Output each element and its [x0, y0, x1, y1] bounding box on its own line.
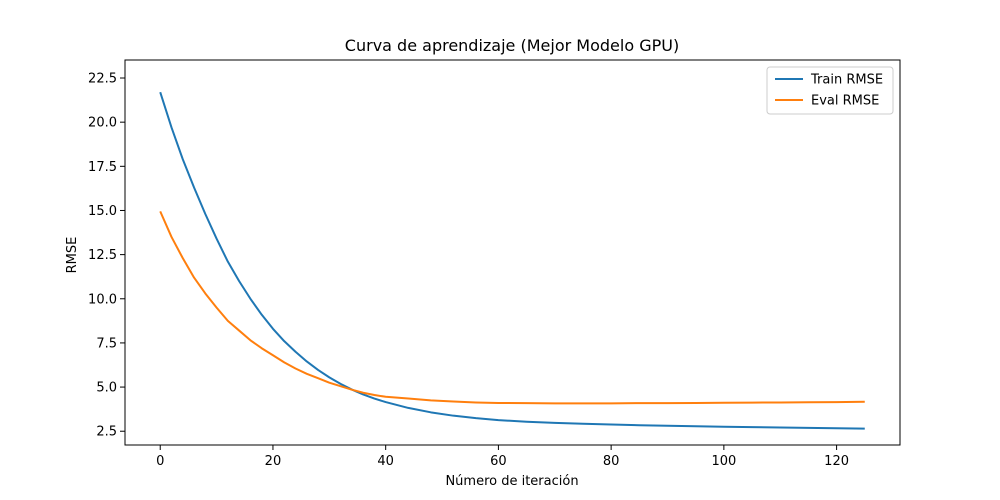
y-tick-label: 7.5: [96, 336, 117, 351]
plot-frame: [124, 59, 901, 446]
y-tick-label: 15.0: [88, 204, 117, 219]
series-line-eval-rmse: [159, 210, 865, 405]
y-axis: 2.5 5.0 7.5 10.0 12.5 15.0 17.5 20.0 22.5: [88, 72, 125, 440]
y-tick-label: 17.5: [88, 160, 117, 175]
y-tick-label: 10.0: [88, 292, 117, 307]
y-tick-label: 22.5: [88, 72, 117, 87]
y-tick-label: 2.5: [96, 425, 117, 440]
series-layer: [159, 91, 865, 430]
x-tick-label: 0: [156, 454, 164, 469]
y-tick-label: 20.0: [88, 116, 117, 131]
legend: Train RMSE Eval RMSE: [766, 66, 894, 115]
plot-area: [124, 59, 901, 446]
x-axis: 0 20 40 60 80 100 120: [156, 445, 849, 469]
y-axis-label: RMSE: [65, 237, 80, 274]
y-tick-label: 12.5: [88, 248, 117, 263]
x-tick-label: 80: [603, 454, 620, 469]
x-axis-label: Número de iteración: [445, 474, 578, 489]
x-tick-label: 20: [265, 454, 282, 469]
chart-title: Curva de aprendizaje (Mejor Modelo GPU): [345, 36, 679, 55]
series-line-train-rmse: [159, 91, 865, 430]
legend-entry: Eval RMSE: [811, 94, 879, 109]
y-tick-label: 5.0: [96, 381, 117, 396]
legend-entry: Train RMSE: [810, 73, 883, 88]
x-tick-label: 100: [711, 454, 736, 469]
x-tick-label: 120: [824, 454, 849, 469]
x-tick-label: 40: [377, 454, 394, 469]
x-tick-label: 60: [490, 454, 507, 469]
